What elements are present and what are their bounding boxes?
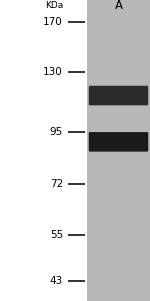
Text: A: A bbox=[114, 0, 123, 12]
Text: 43: 43 bbox=[50, 276, 63, 287]
Text: 72: 72 bbox=[50, 179, 63, 189]
Text: 55: 55 bbox=[50, 230, 63, 240]
Bar bbox=[87, 0, 150, 301]
Text: KDa: KDa bbox=[45, 1, 63, 10]
FancyBboxPatch shape bbox=[89, 132, 148, 152]
Text: 170: 170 bbox=[43, 17, 63, 27]
Text: 130: 130 bbox=[43, 67, 63, 77]
Text: 95: 95 bbox=[50, 127, 63, 137]
FancyBboxPatch shape bbox=[89, 86, 148, 105]
